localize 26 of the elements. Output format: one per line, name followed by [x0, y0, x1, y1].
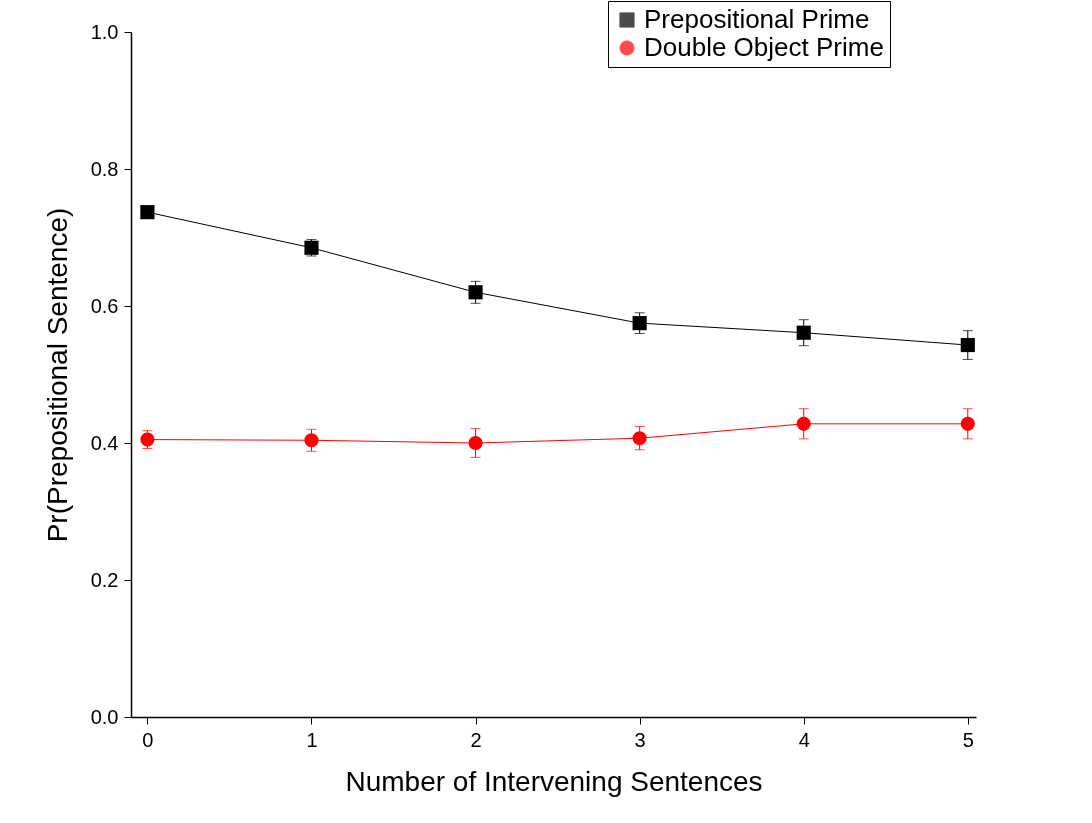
point	[796, 325, 811, 340]
x-tick-label: 3	[634, 728, 646, 751]
legend-label: Double Object Prime	[644, 32, 884, 62]
point	[468, 435, 483, 451]
y-tick-label: 1.0	[90, 20, 119, 43]
x-tick-label: 2	[470, 728, 482, 751]
point	[140, 205, 155, 220]
point	[632, 431, 647, 446]
x-tick-label: 1	[306, 728, 318, 751]
point	[632, 316, 647, 331]
y-tick-label: 0.4	[90, 431, 119, 454]
legend-label: Prepositional Prime	[644, 4, 870, 34]
x-tick-label: 5	[962, 728, 974, 751]
y-tick-label: 0.8	[90, 157, 119, 180]
y-tick-label: 0.0	[90, 705, 119, 728]
point	[468, 285, 483, 300]
point	[960, 337, 975, 353]
y-tick-label: 0.2	[90, 568, 119, 591]
x-tick-label: 4	[798, 728, 810, 751]
y-tick-label: 0.6	[90, 294, 119, 317]
point	[304, 433, 319, 448]
x-tick-label: 0	[142, 728, 154, 751]
point	[796, 416, 811, 431]
y-axis-title: Pr(Prepositional Sentence)	[41, 207, 73, 543]
point	[960, 416, 975, 431]
x-axis-title: Number of Intervening Sentences	[345, 765, 763, 797]
